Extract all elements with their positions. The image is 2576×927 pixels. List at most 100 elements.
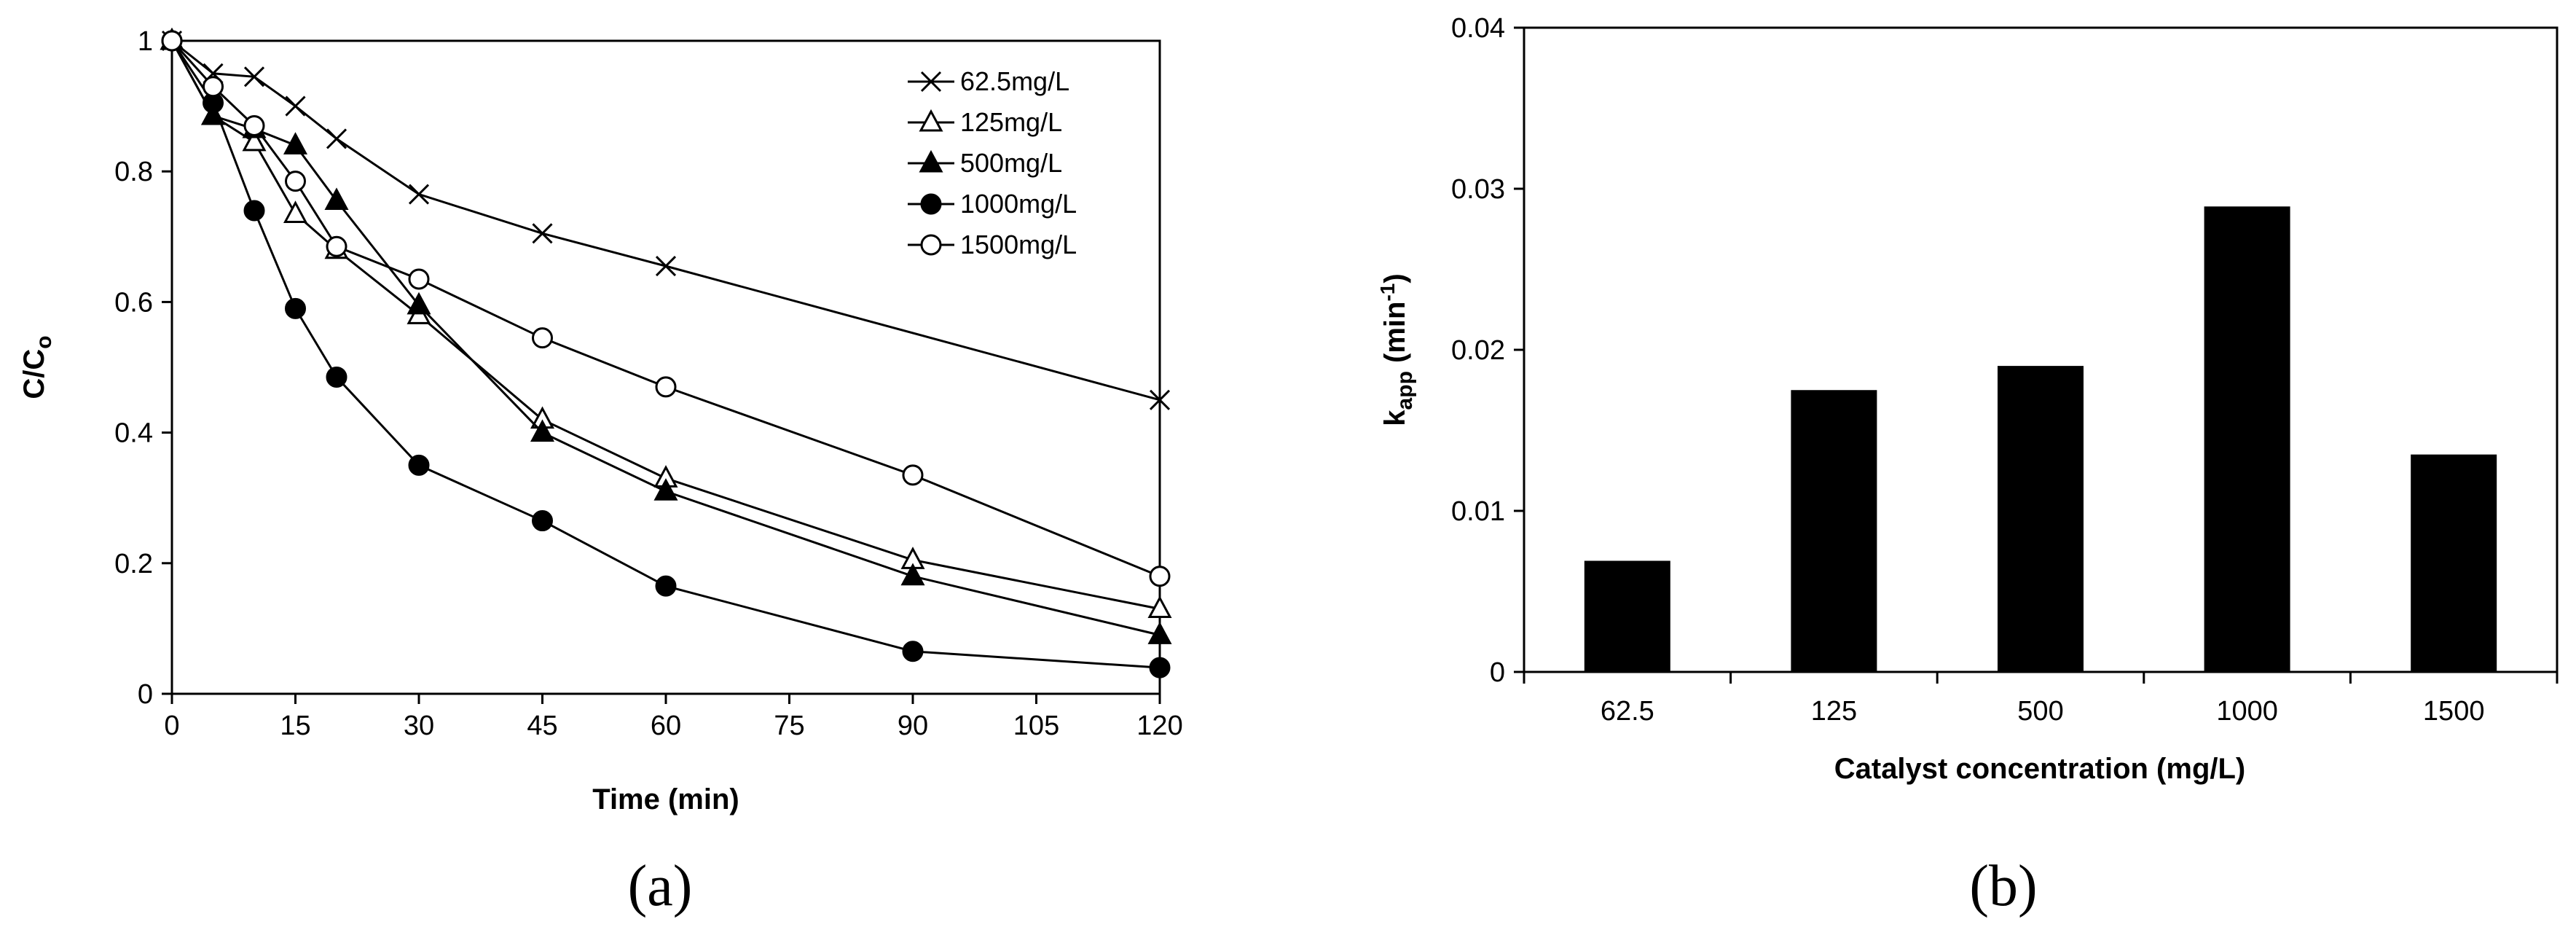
data-point [326,128,347,149]
data-point [655,575,677,597]
x-tick-label-b: 1000 [2216,696,2278,727]
data-point [326,235,347,257]
data-point [1147,595,1172,619]
data-point [242,128,267,152]
x-tick-label-a: 45 [527,711,557,741]
legend-marker [919,149,943,173]
legend-marker [920,234,942,256]
legend-entry: 1500mg/L [908,230,1077,259]
y-tick-label-a: 0.4 [114,418,153,449]
x-tick-label-b: 125 [1811,696,1857,727]
y-tick-label-a: 0 [138,679,153,710]
data-point [900,563,925,586]
data-point [285,297,306,319]
x-ticks-b: 62.5 125 500 1000 1500 [1523,672,2559,727]
data-point [1149,389,1171,410]
data-point [532,510,553,532]
y-tick-label-b: 0 [1490,657,1505,688]
series-line [170,40,1161,610]
legend-entry: 1000mg/L [908,189,1077,219]
legend-label: 62.5mg/L [960,66,1069,96]
x-axis-title-b: Catalyst concentration (mg/L) [1834,753,2246,785]
data-point [161,30,183,52]
x-tick-label-a: 90 [898,711,928,741]
legend-label: 1500mg/L [960,230,1077,259]
x-tick-label-b: 500 [2017,696,2063,727]
data-point [530,419,555,442]
y-axis-title-a-main: C/C [18,349,50,399]
legend-marker-stroke [920,71,942,93]
chart-b: 0 0.01 0.02 0.03 0.04 62.5 125 500 1000 1500 Cat… [1376,13,2559,918]
panel-label-b: (b) [1969,854,2037,918]
x-tick-label-a: 75 [774,711,804,741]
x-tick-label-a: 105 [1013,711,1059,741]
series-1500mg/L [161,30,1171,587]
series-line [170,39,1161,578]
x-tick-label-a: 60 [651,711,681,741]
x-tick-label-a: 30 [404,711,434,741]
chart-a: 0 0.2 0.4 0.6 0.8 1 0 15 30 45 60 75 90 105 120 62.5m… [18,26,1183,918]
x-ticks-a: 0 15 30 45 60 75 90 105 120 [164,694,1183,741]
y-axis-title-a-sub: o [32,335,56,348]
legend-entry: 125mg/L [908,107,1062,137]
y-axis-title-b-unit-pre: (min [1379,302,1411,372]
data-point-stroke [408,184,430,205]
x-tick-label-a: 120 [1136,711,1182,741]
data-point [1149,657,1171,678]
x-tick-label-a: 15 [280,711,310,741]
data-point [283,200,308,223]
data-point [243,66,265,87]
data-point-stroke [243,66,265,87]
data-point [326,366,347,388]
data-point [655,376,677,398]
y-tick-label-a: 0.8 [114,157,153,187]
data-point [243,114,265,136]
data-point-stroke [285,95,306,117]
y-tick-label-b: 0.03 [1451,174,1505,205]
x-tick-label-b: 1500 [2423,696,2485,727]
legend-marker [920,71,942,93]
legend-label: 1000mg/L [960,189,1077,219]
data-point [324,187,349,211]
y-tick-label-a: 0.6 [114,287,153,318]
data-point [407,292,431,315]
legend-label: 500mg/L [960,148,1062,178]
y-axis-title-b-main: k [1379,410,1411,426]
y-axis-title-a: C/Co [18,335,56,399]
y-axis-title-b: kapp (min-1) [1376,273,1417,426]
legend-label: 125mg/L [960,107,1062,137]
bar-1000 [2204,206,2290,672]
bars-b [1584,206,2497,672]
series-group-a [160,27,1172,678]
x-tick-label-b: 62.5 [1601,696,1654,727]
legend-entry: 62.5mg/L [908,66,1069,96]
data-point [408,184,430,205]
series-line [170,40,1161,669]
data-point [408,268,430,290]
y-tick-label-b: 0.02 [1451,335,1505,366]
data-point [243,200,265,222]
y-tick-label-b: 0.04 [1451,13,1505,44]
legend-marker [920,193,942,215]
data-point [1147,622,1172,644]
data-point [532,327,553,349]
y-ticks-b: 0 0.01 0.02 0.03 0.04 [1451,13,1524,688]
data-point [283,132,308,154]
panel-label-a: (a) [628,854,693,918]
data-point [203,76,224,98]
data-point [285,95,306,117]
legend-marker [919,109,943,132]
data-point [532,223,553,244]
y-tick-label-a: 0.2 [114,549,153,579]
data-point-stroke [326,128,347,149]
y-axis-title-b-sub: app [1393,371,1417,410]
data-point [1149,566,1171,587]
bar-500 [1998,366,2084,672]
data-point [902,641,924,662]
x-tick-label-a: 0 [164,711,179,741]
y-tick-label-b: 0.01 [1451,496,1505,527]
y-axis-title-b-sup: -1 [1376,283,1399,302]
bar-1500 [2411,454,2497,672]
bar-125 [1791,390,1877,672]
